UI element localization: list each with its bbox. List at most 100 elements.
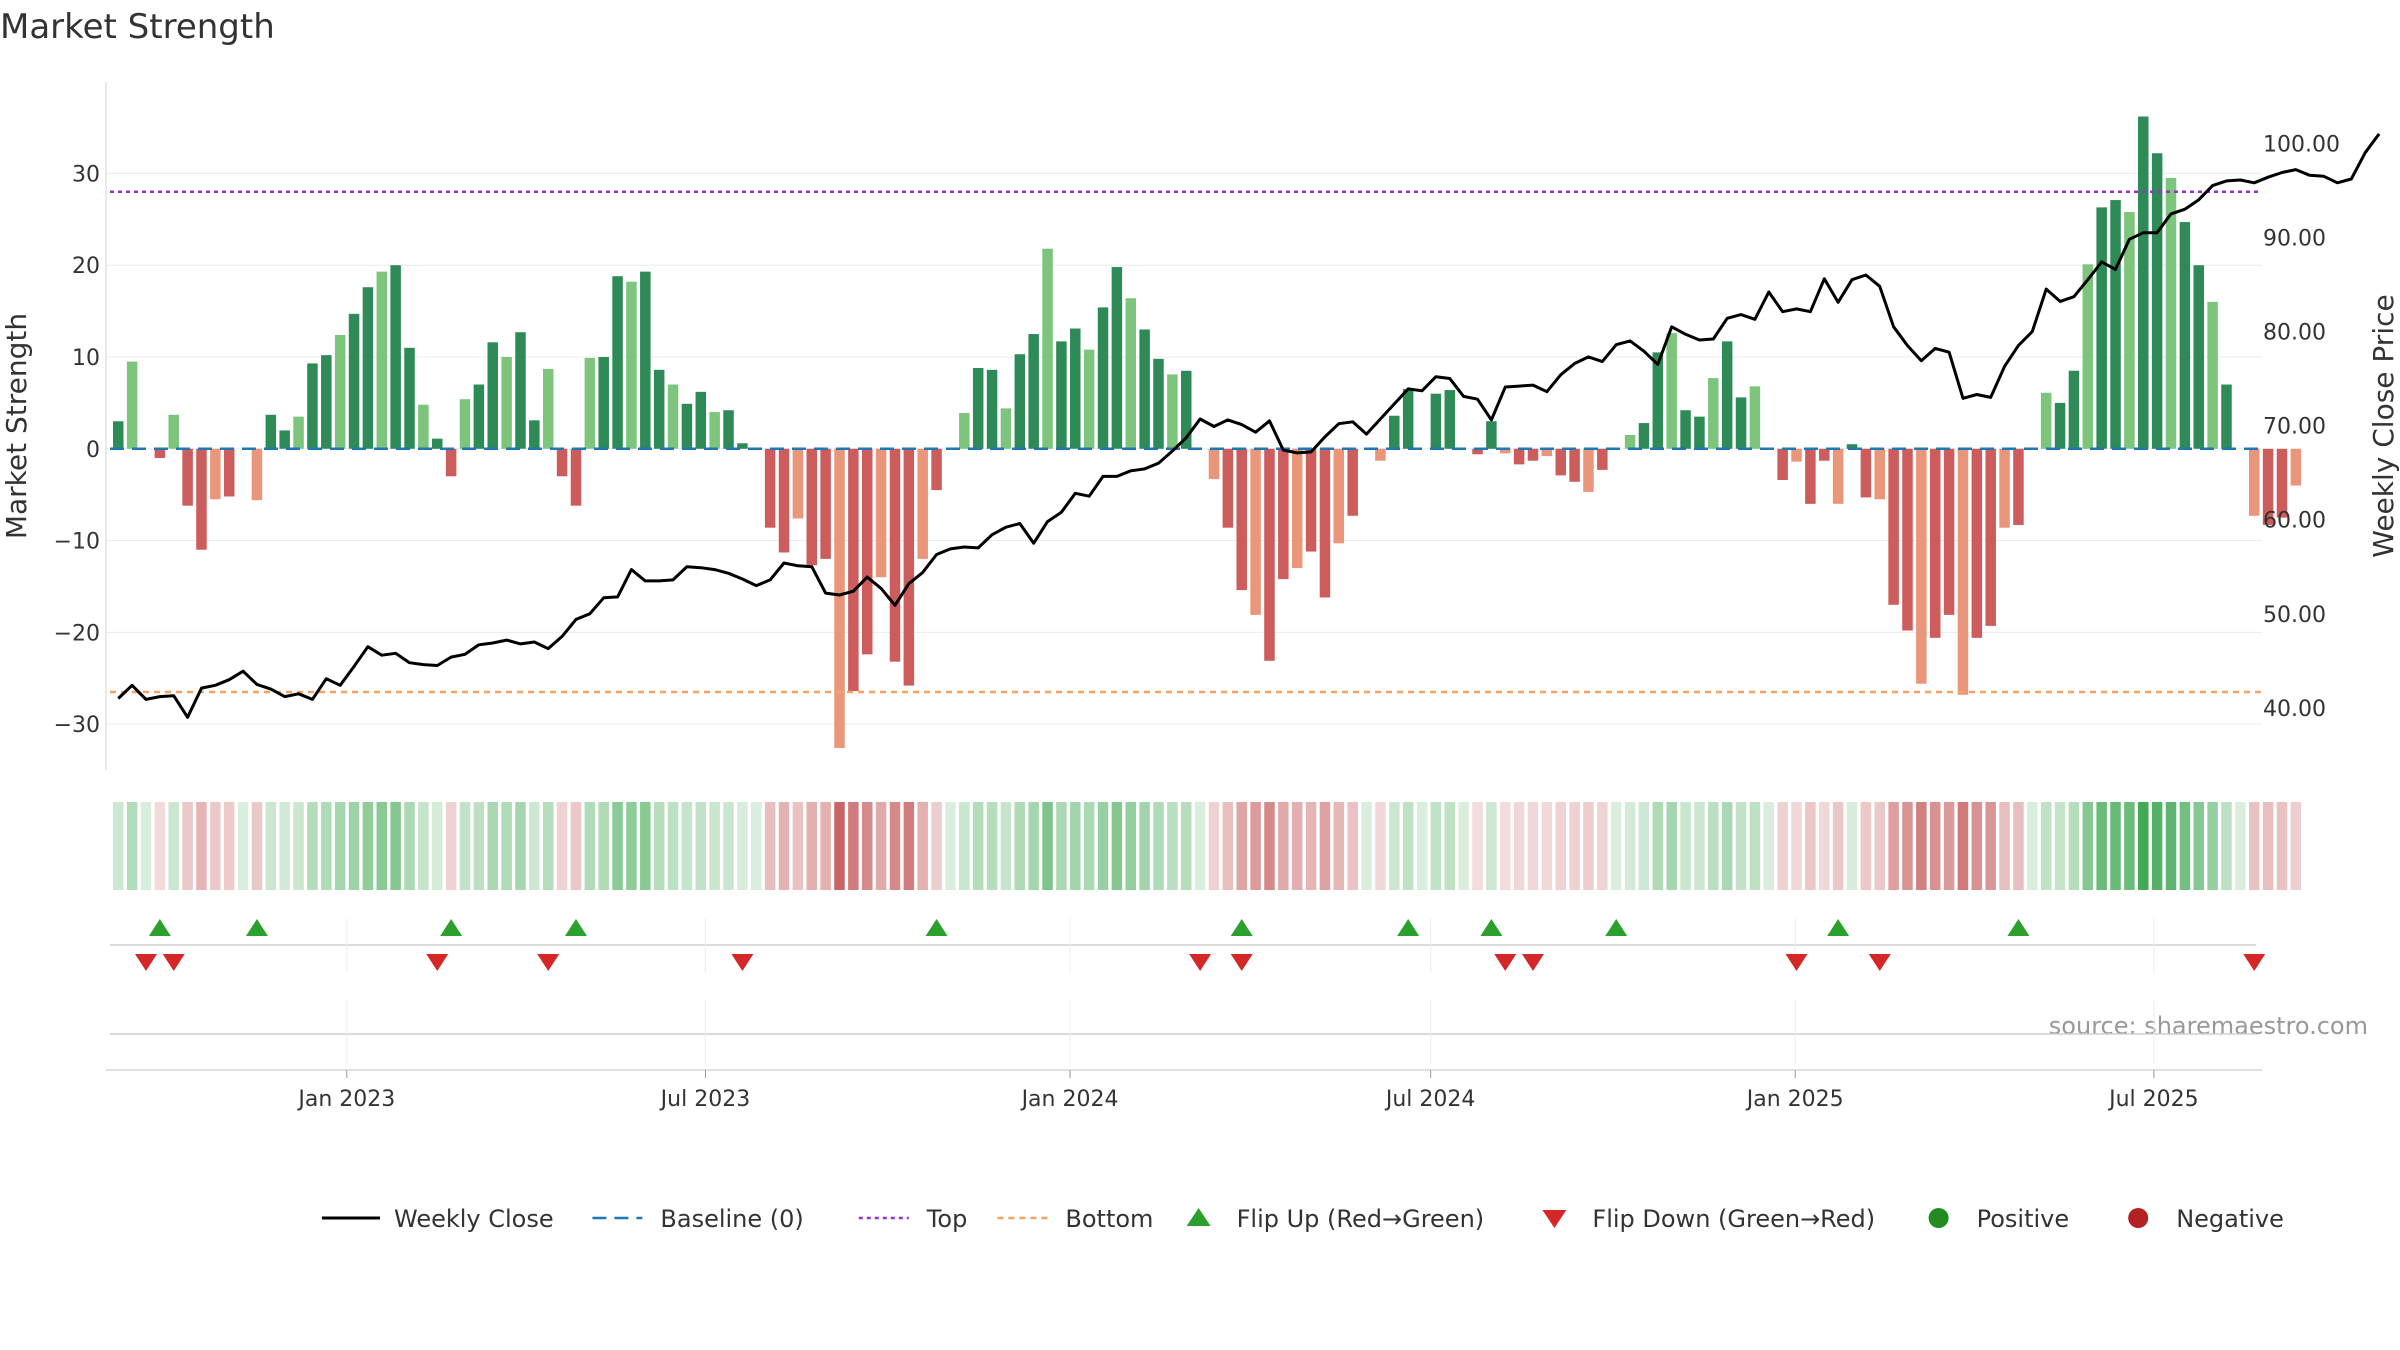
chart-title: Market Strength bbox=[0, 7, 275, 47]
left-tick-label: 30 bbox=[72, 162, 100, 187]
strength-bar bbox=[1125, 298, 1137, 449]
right-tick-label: 60.00 bbox=[2263, 509, 2326, 534]
strength-bar bbox=[1999, 448, 2010, 528]
strength-bar bbox=[432, 438, 443, 449]
strength-bar bbox=[334, 334, 346, 449]
legend-label: Weekly Close bbox=[394, 1205, 554, 1233]
strength-bar bbox=[1832, 448, 1844, 504]
strength-bar bbox=[764, 448, 776, 528]
strength-bar bbox=[972, 368, 984, 449]
strength-bar bbox=[875, 448, 887, 578]
heat-cell bbox=[487, 802, 498, 890]
strength-bar bbox=[279, 430, 290, 449]
strength-bar bbox=[2096, 207, 2107, 449]
heat-cell bbox=[1250, 802, 1261, 890]
heat-cell bbox=[792, 802, 804, 890]
strength-bar bbox=[251, 448, 263, 501]
strength-bar bbox=[695, 391, 707, 449]
strength-bar bbox=[404, 347, 415, 449]
right-axis-title: Weekly Close Price bbox=[2367, 294, 2400, 557]
flip-up-marker bbox=[925, 919, 948, 936]
heat-cell bbox=[515, 802, 526, 890]
heat-cell bbox=[1278, 802, 1289, 890]
strength-bar bbox=[1874, 448, 1885, 500]
heat-cell bbox=[459, 802, 471, 890]
heat-cell bbox=[1444, 802, 1456, 890]
heat-cell bbox=[1985, 802, 1996, 890]
heat-cell bbox=[265, 802, 277, 890]
heat-cell bbox=[1208, 802, 1220, 890]
heat-cell bbox=[1666, 802, 1677, 890]
strength-bar bbox=[265, 414, 277, 449]
heat-cell bbox=[1056, 802, 1067, 890]
heat-cell bbox=[1028, 802, 1039, 890]
strength-bar bbox=[1957, 448, 1969, 695]
heat-cell bbox=[1735, 802, 1747, 890]
heat-cell bbox=[2082, 802, 2094, 890]
strength-bar bbox=[640, 271, 651, 449]
heat-cell bbox=[1832, 802, 1844, 890]
strength-bar bbox=[681, 403, 693, 449]
heat-cell bbox=[667, 802, 679, 890]
strength-bar bbox=[2138, 116, 2149, 449]
heat-cell bbox=[986, 802, 998, 890]
heat-cell bbox=[820, 802, 831, 890]
strength-bar bbox=[1236, 448, 1247, 591]
weekly-close-line bbox=[117, 133, 2381, 719]
heat-cell bbox=[1929, 802, 1941, 890]
strength-bar bbox=[542, 368, 554, 449]
heat-cell bbox=[2151, 802, 2163, 890]
heat-cell bbox=[1097, 802, 1109, 890]
strength-bar bbox=[362, 287, 374, 449]
x-tick-label: Jan 2024 bbox=[1020, 1087, 1119, 1112]
x-tick-label: Jul 2024 bbox=[1384, 1087, 1476, 1112]
heat-cell bbox=[2179, 802, 2191, 890]
heat-cell bbox=[1194, 802, 1206, 890]
legend: Weekly Close Baseline (0) Top Bottom Flip Up… bbox=[322, 1205, 2284, 1233]
strength-bar bbox=[1042, 248, 1053, 449]
heat-cell bbox=[1805, 802, 1816, 890]
legend-label: Flip Down (Green→Red) bbox=[1592, 1205, 1875, 1233]
flip-up-marker bbox=[1480, 919, 1503, 936]
strength-bar bbox=[626, 281, 637, 449]
heat-cell bbox=[875, 802, 887, 890]
strength-bar bbox=[1305, 448, 1317, 552]
strength-bar bbox=[986, 369, 998, 449]
heat-cell bbox=[1167, 802, 1178, 890]
heat-cell bbox=[473, 802, 485, 890]
strength-bar bbox=[390, 265, 401, 449]
heat-cell bbox=[1153, 802, 1164, 890]
flip-up-marker bbox=[1397, 919, 1420, 936]
flip-down-marker bbox=[1785, 954, 1808, 971]
strength-bar bbox=[487, 342, 498, 449]
strength-bar bbox=[1902, 448, 1913, 631]
strength-bar bbox=[903, 448, 915, 686]
strength-bar bbox=[1208, 448, 1220, 480]
strength-bar bbox=[1805, 448, 1816, 504]
strength-bar bbox=[820, 448, 831, 559]
heat-cell bbox=[584, 802, 596, 890]
left-tick-label: 0 bbox=[86, 438, 100, 463]
right-tick-label: 100.00 bbox=[2263, 132, 2340, 157]
strength-bar bbox=[2124, 211, 2135, 449]
strength-bar bbox=[1583, 448, 1594, 492]
legend-label: Negative bbox=[2176, 1205, 2284, 1233]
strength-bar bbox=[1569, 448, 1580, 482]
strength-bar bbox=[2151, 153, 2163, 449]
strength-bar bbox=[1888, 448, 1899, 605]
heat-cell bbox=[917, 802, 928, 890]
heat-cell bbox=[1014, 802, 1026, 890]
heat-cell bbox=[931, 802, 942, 890]
strength-bar bbox=[598, 356, 609, 449]
heat-cell bbox=[2165, 802, 2177, 890]
strength-bar bbox=[1846, 444, 1858, 449]
strength-bar bbox=[1680, 410, 1691, 449]
strength-bar bbox=[917, 448, 928, 559]
x-tick-label: Jul 2025 bbox=[2107, 1087, 2199, 1112]
heat-cell bbox=[764, 802, 776, 890]
strength-bar bbox=[1527, 448, 1539, 461]
strength-bar bbox=[1597, 448, 1608, 470]
flip-down-marker bbox=[537, 954, 560, 971]
